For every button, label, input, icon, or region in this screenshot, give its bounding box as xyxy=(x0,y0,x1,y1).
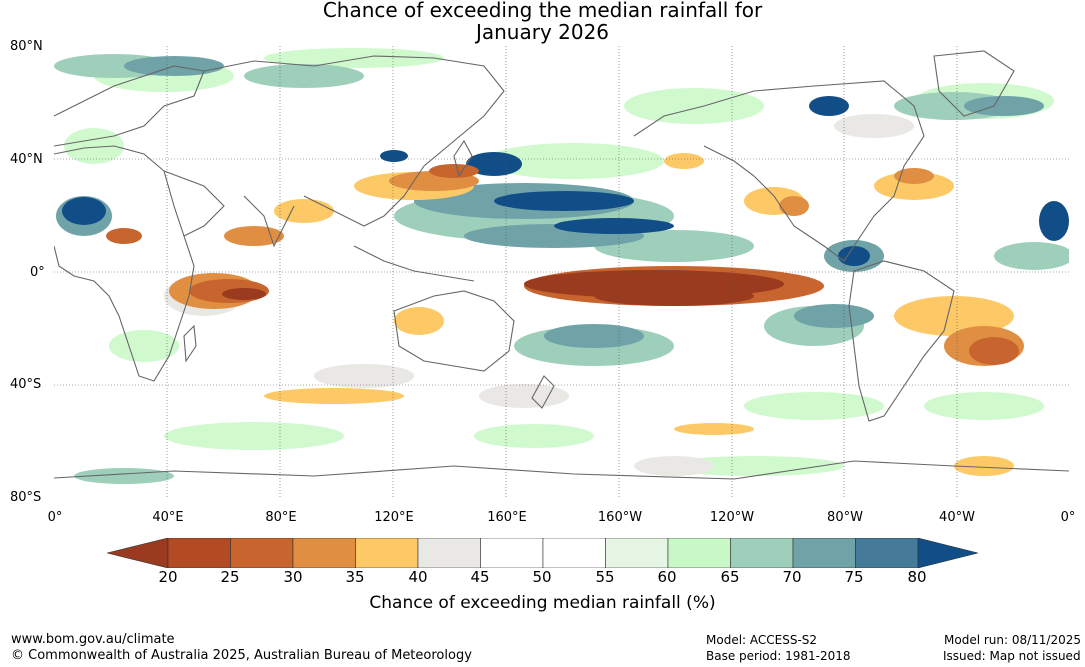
colorbar-bin-50-55 xyxy=(542,537,606,569)
antarctica-coast xyxy=(54,460,1069,480)
wet-strong-patches xyxy=(62,96,1069,266)
colorbar-tick-30: 30 xyxy=(283,568,303,586)
map-svg xyxy=(54,46,1069,499)
lon-label-160w: 160°W xyxy=(597,510,643,525)
japan-coast xyxy=(453,139,473,178)
india-coast xyxy=(243,195,295,248)
colorbar-tick-45: 45 xyxy=(470,568,490,586)
colorbar-tick-35: 35 xyxy=(345,568,365,586)
colorbar-bin-55-60 xyxy=(605,537,669,569)
colorbar-tick-60: 60 xyxy=(657,568,677,586)
colorbar-tick-25: 25 xyxy=(220,568,240,586)
asia-coast xyxy=(203,55,505,227)
colorbar-label: Chance of exceeding median rainfall (%) xyxy=(369,593,716,613)
colorbar-arrow-high xyxy=(917,537,979,569)
colorbar-tick-20: 20 xyxy=(158,568,178,586)
footer-copyright: © Commonwealth of Australia 2025, Austra… xyxy=(11,648,472,663)
lat-label-0: 0° xyxy=(30,265,45,280)
colorbar-tick-55: 55 xyxy=(595,568,615,586)
arabia-coast xyxy=(163,170,225,237)
map-title-line2: January 2026 xyxy=(475,20,610,44)
lon-label-40w: 40°W xyxy=(939,510,975,525)
colorbar-bin-70-75 xyxy=(792,537,856,569)
map-title-line1: Chance of exceeding the median rainfall … xyxy=(322,0,763,22)
colorbar-bin-25-30 xyxy=(230,537,294,569)
colorbar-bin-45-50 xyxy=(480,537,544,569)
lon-label-80e: 80°E xyxy=(265,510,297,525)
rainfall-outlook-map xyxy=(54,46,1069,499)
lon-label-0-right: 0° xyxy=(1060,510,1076,525)
colorbar-tick-50: 50 xyxy=(532,568,552,586)
australia-coast xyxy=(393,290,515,372)
europe-coast xyxy=(54,65,205,147)
colorbar-bin-30-35 xyxy=(292,537,356,569)
colorbar-bin-35-40 xyxy=(355,537,419,569)
greenland-coast xyxy=(933,50,1015,117)
footer-model: Model: ACCESS-S2 xyxy=(706,633,818,647)
lat-label-40n: 40°N xyxy=(10,152,43,167)
madagascar-coast xyxy=(183,324,197,363)
africa-coast xyxy=(54,145,195,382)
coastlines xyxy=(54,50,1069,480)
lon-label-40e: 40°E xyxy=(152,510,184,525)
indonesia-coast xyxy=(353,245,475,282)
colorbar-bin-75-80 xyxy=(855,537,919,569)
footer-model-run: Model run: 08/11/2025 xyxy=(944,633,1082,647)
graticule xyxy=(54,46,1069,499)
lon-label-120w: 120°W xyxy=(709,510,755,525)
footer-website: www.bom.gov.au/climate xyxy=(11,632,175,647)
colorbar-svg xyxy=(106,537,979,569)
colorbar-tick-70: 70 xyxy=(782,568,802,586)
lat-label-80n: 80°N xyxy=(10,39,43,54)
lon-label-120e: 120°E xyxy=(374,510,414,525)
south-america-coast xyxy=(848,260,955,422)
colorbar-tick-75: 75 xyxy=(844,568,864,586)
north-america-coast xyxy=(633,80,925,262)
lon-label-160e: 160°E xyxy=(487,510,527,525)
colorbar-tick-40: 40 xyxy=(408,568,428,586)
colorbar-tick-65: 65 xyxy=(720,568,740,586)
colorbar xyxy=(106,537,979,569)
lon-label-80w: 80°W xyxy=(827,510,863,525)
colorbar-bin-20-25 xyxy=(167,537,231,569)
colorbar-bin-65-70 xyxy=(730,537,794,569)
nz-coast xyxy=(531,375,555,409)
lat-label-80s: 80°S xyxy=(10,490,42,505)
colorbar-bin-40-45 xyxy=(417,537,481,569)
colorbar-tick-80: 80 xyxy=(907,568,927,586)
footer-issued: Issued: Map not issued xyxy=(943,649,1081,663)
colorbar-bin-60-65 xyxy=(667,537,731,569)
dry-strong-patches xyxy=(222,270,784,306)
lon-label-0-left: 0° xyxy=(47,510,63,525)
lat-label-40s: 40°S xyxy=(10,377,42,392)
colorbar-arrow-low xyxy=(106,537,169,569)
footer-base-period: Base period: 1981-2018 xyxy=(706,649,851,663)
